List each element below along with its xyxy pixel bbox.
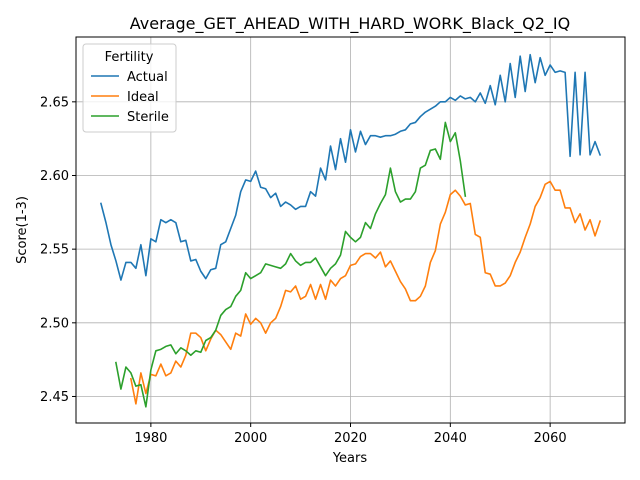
y-tick-label: 2.65 bbox=[40, 95, 69, 110]
y-tick-label: 2.55 bbox=[40, 243, 69, 258]
x-axis-ticks: 1980 2000 2020 2040 2060 bbox=[134, 423, 567, 446]
x-tick-label: 2020 bbox=[334, 431, 367, 446]
grid bbox=[76, 37, 625, 423]
y-axis-ticks: 2.45 2.50 2.55 2.60 2.65 bbox=[40, 95, 76, 405]
series-lines bbox=[99, 53, 602, 408]
legend: Fertility Actual Ideal Sterile bbox=[82, 43, 177, 133]
chart-title: Average_GET_AHEAD_WITH_HARD_WORK_Black_Q… bbox=[130, 14, 571, 34]
x-tick-label: 2000 bbox=[234, 431, 267, 446]
x-tick-label: 2060 bbox=[534, 431, 567, 446]
y-tick-label: 2.50 bbox=[40, 316, 69, 331]
x-axis-title: Years bbox=[332, 451, 368, 466]
series-line-actual bbox=[99, 53, 602, 281]
y-tick-label: 2.60 bbox=[40, 169, 69, 184]
legend-box bbox=[82, 43, 177, 133]
y-tick-label: 2.45 bbox=[40, 390, 69, 405]
x-tick-label: 2040 bbox=[434, 431, 467, 446]
legend-label-sterile: Sterile bbox=[127, 110, 169, 125]
legend-label-ideal: Ideal bbox=[127, 90, 159, 105]
legend-entries: Actual Ideal Sterile bbox=[91, 70, 169, 125]
y-axis-title: Score(1-3) bbox=[15, 196, 30, 264]
series-line-sterile bbox=[114, 121, 467, 408]
series-line-ideal bbox=[129, 180, 602, 405]
legend-label-actual: Actual bbox=[127, 70, 168, 85]
legend-title: Fertility bbox=[105, 50, 154, 65]
x-tick-label: 1980 bbox=[134, 431, 167, 446]
